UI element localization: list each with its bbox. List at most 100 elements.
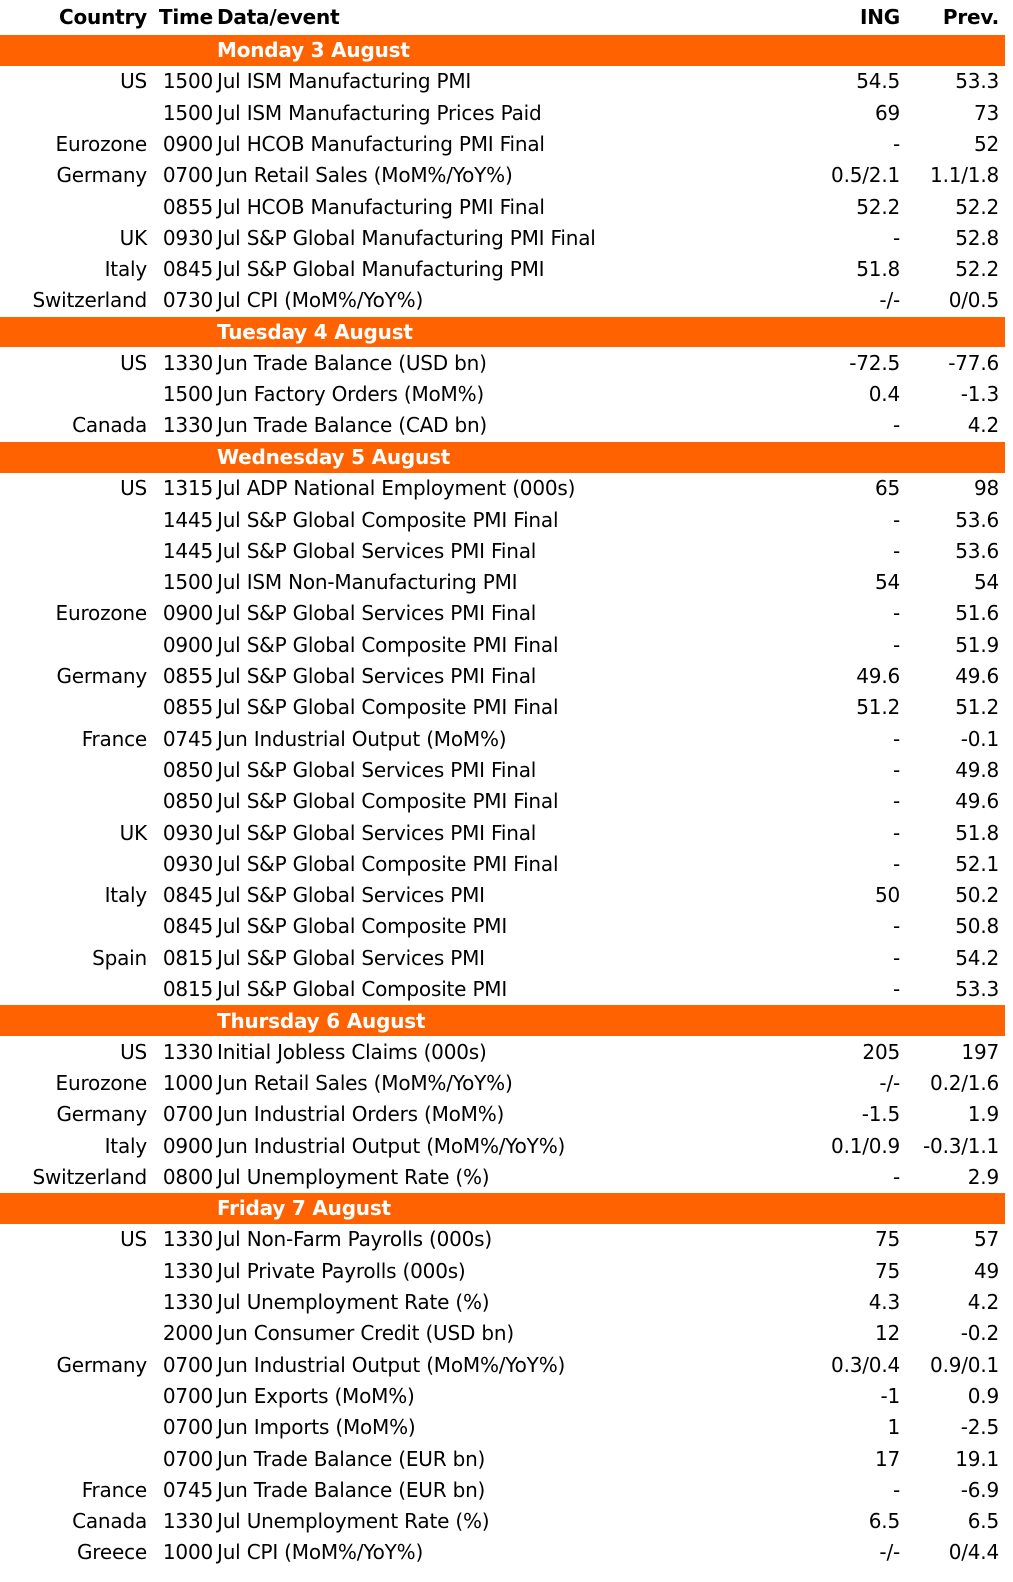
previous-value-cell: 73 (973, 100, 999, 125)
time-cell: 1315 (162, 476, 213, 501)
previous-value-cell: 0.2/1.6 (930, 1070, 999, 1095)
country-cell (0, 191, 150, 222)
time-cell: 0850 (162, 789, 213, 814)
time-cell: 0855 (162, 695, 213, 720)
event-cell: Initial Jobless Claims (000s) (217, 1039, 487, 1064)
event-cell: Jul S&P Global Composite PMI Final (217, 789, 559, 814)
ing-forecast-cell: - (892, 851, 900, 876)
time-cell: 2000 (162, 1321, 213, 1346)
ing-forecast-cell: -1 (880, 1383, 900, 1408)
country-cell: UK (119, 225, 148, 250)
country-cell (0, 692, 150, 723)
country-cell: Spain (92, 945, 147, 970)
time-cell: 1445 (162, 507, 213, 532)
event-cell: Jul Unemployment Rate (%) (217, 1509, 490, 1534)
header-time: Time (158, 5, 213, 29)
time-cell: 0855 (162, 194, 213, 219)
day-header-spacer (0, 1004, 215, 1036)
time-cell: 1330 (162, 1509, 213, 1534)
day-header-row: Thursday 6 August (0, 1004, 1005, 1036)
event-cell: Jul S&P Global Composite PMI Final (217, 851, 559, 876)
ing-forecast-cell: 54.5 (856, 69, 900, 94)
ing-forecast-cell: 0.1/0.9 (831, 1133, 900, 1158)
ing-forecast-cell: - (892, 601, 900, 626)
event-cell: Jul S&P Global Services PMI Final (217, 538, 537, 563)
country-cell: UK (119, 820, 148, 845)
table-row: 1445 Jul S&P Global Composite PMI Final - 5… (0, 504, 1005, 535)
event-cell: Jun Consumer Credit (USD bn) (217, 1321, 514, 1346)
event-cell: Jul S&P Global Composite PMI (217, 976, 508, 1001)
day-header-label: Friday 7 August (215, 1191, 1005, 1224)
table-row: 0930 Jul S&P Global Composite PMI Final - 5… (0, 848, 1005, 879)
event-cell: Jun Trade Balance (USD bn) (217, 351, 487, 376)
time-cell: 1330 (162, 1039, 213, 1064)
event-cell: Jul S&P Global Composite PMI Final (217, 632, 559, 657)
country-cell (0, 911, 150, 942)
event-cell: Jul S&P Global Services PMI Final (217, 664, 537, 689)
previous-value-cell: -0.1 (960, 726, 999, 751)
previous-value-cell: 4.2 (967, 413, 999, 438)
table-row: Greece 1000 Jul CPI (MoM%/YoY%) -/- 0/4.4 (0, 1537, 1005, 1568)
event-cell: Jul Non-Farm Payrolls (000s) (217, 1227, 492, 1252)
table-row: Italy 0900 Jun Industrial Output (MoM%/YoY… (0, 1130, 1005, 1161)
time-cell: 0745 (162, 1477, 213, 1502)
time-cell: 0700 (162, 1102, 213, 1127)
table-row: 1330 Jul Private Payrolls (000s) 75 49 (0, 1255, 1005, 1286)
previous-value-cell: 53.3 (955, 976, 999, 1001)
ing-forecast-cell: 12 (874, 1321, 900, 1346)
event-cell: Jun Industrial Output (MoM%/YoY%) (217, 1352, 566, 1377)
event-cell: Jun Imports (MoM%) (217, 1415, 416, 1440)
previous-value-cell: 0/0.5 (948, 288, 999, 313)
header-row: Country Time Data/event ING Prev. (0, 0, 1005, 35)
time-cell: 1330 (162, 1227, 213, 1252)
event-cell: Jul ISM Manufacturing Prices Paid (217, 100, 542, 125)
table-row: 1445 Jul S&P Global Services PMI Final - 53… (0, 535, 1005, 566)
ing-forecast-cell: 54 (874, 570, 900, 595)
previous-value-cell: 98 (973, 476, 999, 501)
event-cell: Jul S&P Global Services PMI Final (217, 601, 537, 626)
event-cell: Jul S&P Global Composite PMI Final (217, 507, 559, 532)
table-row: 0845 Jul S&P Global Composite PMI - 50.8 (0, 911, 1005, 942)
day-header-spacer (0, 315, 215, 348)
country-cell (0, 848, 150, 879)
country-cell (0, 1286, 150, 1317)
previous-value-cell: 49.6 (955, 789, 999, 814)
event-cell: Jul HCOB Manufacturing PMI Final (217, 194, 545, 219)
event-cell: Jul S&P Global Services PMI (217, 945, 485, 970)
event-cell: Jul S&P Global Composite PMI Final (217, 695, 559, 720)
day-header-label: Wednesday 5 August (215, 440, 1005, 473)
event-cell: Jun Retail Sales (MoM%/YoY%) (217, 1070, 513, 1095)
ing-forecast-cell: - (892, 976, 900, 1001)
table-row: Switzerland 0800 Jul Unemployment Rate (%)… (0, 1161, 1005, 1192)
ing-forecast-cell: 69 (874, 100, 900, 125)
table-row: US 1330 Jul Non-Farm Payrolls (000s) 75 57 (0, 1224, 1005, 1255)
time-cell: 1330 (162, 1290, 213, 1315)
country-cell (0, 786, 150, 817)
previous-value-cell: 54 (973, 570, 999, 595)
event-cell: Jun Industrial Output (MoM%/YoY%) (217, 1133, 566, 1158)
previous-value-cell: 0.9 (967, 1383, 999, 1408)
day-header-spacer (0, 1191, 215, 1224)
country-cell (0, 629, 150, 660)
country-cell (0, 567, 150, 598)
previous-value-cell: 19.1 (955, 1446, 999, 1471)
previous-value-cell: -2.5 (960, 1415, 999, 1440)
event-cell: Jun Retail Sales (MoM%/YoY%) (217, 163, 513, 188)
ing-forecast-cell: 4.3 (868, 1290, 900, 1315)
previous-value-cell: 54.2 (955, 945, 999, 970)
event-cell: Jul ISM Non-Manufacturing PMI (217, 570, 518, 595)
country-cell (0, 1318, 150, 1349)
time-cell: 0930 (162, 820, 213, 845)
ing-forecast-cell: 51.8 (856, 257, 900, 282)
previous-value-cell: 52 (973, 132, 999, 157)
time-cell: 1330 (162, 1258, 213, 1283)
ing-forecast-cell: -/- (879, 1540, 900, 1565)
table-row: 0900 Jul S&P Global Composite PMI Final - 5… (0, 629, 1005, 660)
country-cell: Germany (56, 1352, 147, 1377)
time-cell: 0700 (162, 1446, 213, 1471)
table-row: Eurozone 1000 Jun Retail Sales (MoM%/YoY%)… (0, 1067, 1005, 1098)
previous-value-cell: 51.6 (955, 601, 999, 626)
ing-forecast-cell: 6.5 (868, 1509, 900, 1534)
ing-forecast-cell: - (892, 1164, 900, 1189)
